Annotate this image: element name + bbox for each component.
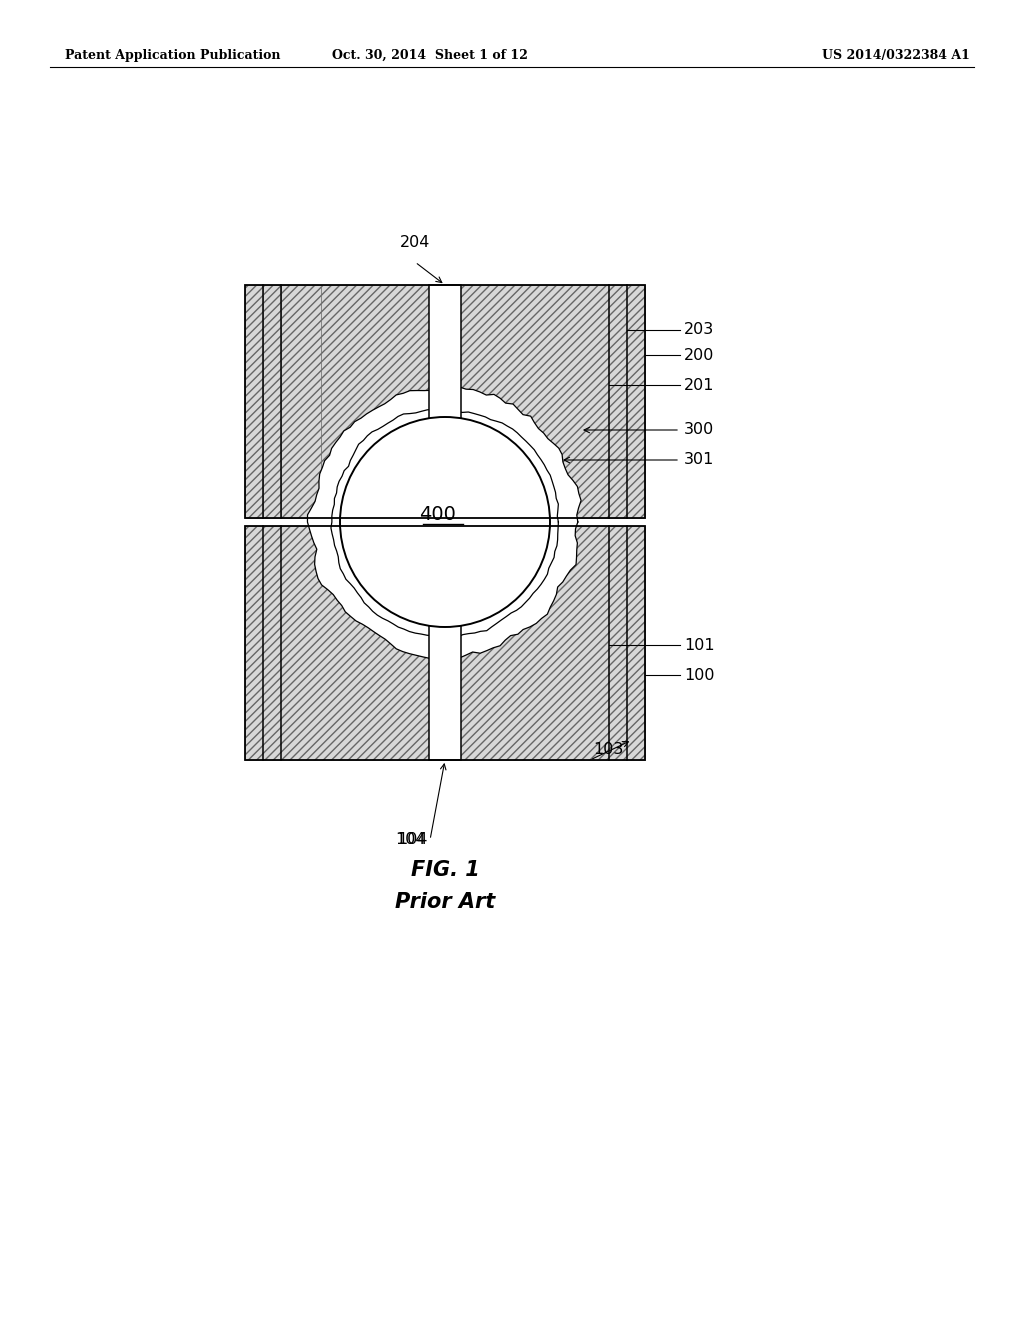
Text: 104: 104: [397, 833, 428, 847]
Text: 201: 201: [684, 378, 715, 392]
Text: 101: 101: [684, 638, 715, 652]
Text: Patent Application Publication: Patent Application Publication: [65, 49, 281, 62]
Text: 103: 103: [593, 742, 624, 758]
Text: 300: 300: [684, 422, 715, 437]
Bar: [281, 285, 321, 517]
Text: Prior Art: Prior Art: [395, 892, 496, 912]
Bar: [245, 525, 645, 760]
Bar: [429, 525, 461, 760]
Text: 204: 204: [399, 235, 430, 249]
Text: 100: 100: [684, 668, 715, 682]
Bar: [429, 285, 461, 517]
Text: 203: 203: [684, 322, 715, 338]
Text: Oct. 30, 2014  Sheet 1 of 12: Oct. 30, 2014 Sheet 1 of 12: [332, 49, 528, 62]
Polygon shape: [307, 387, 581, 661]
Text: 400: 400: [419, 504, 456, 524]
Text: 301: 301: [684, 453, 715, 467]
Text: 200: 200: [684, 347, 715, 363]
Bar: [263, 285, 281, 517]
Text: FIG. 1: FIG. 1: [411, 861, 479, 880]
Text: 104: 104: [395, 833, 426, 847]
Bar: [429, 622, 461, 760]
Bar: [245, 285, 645, 517]
Bar: [429, 285, 461, 422]
Polygon shape: [331, 409, 558, 638]
Text: US 2014/0322384 A1: US 2014/0322384 A1: [822, 49, 970, 62]
Bar: [245, 285, 645, 517]
Bar: [245, 525, 645, 760]
Circle shape: [340, 417, 550, 627]
